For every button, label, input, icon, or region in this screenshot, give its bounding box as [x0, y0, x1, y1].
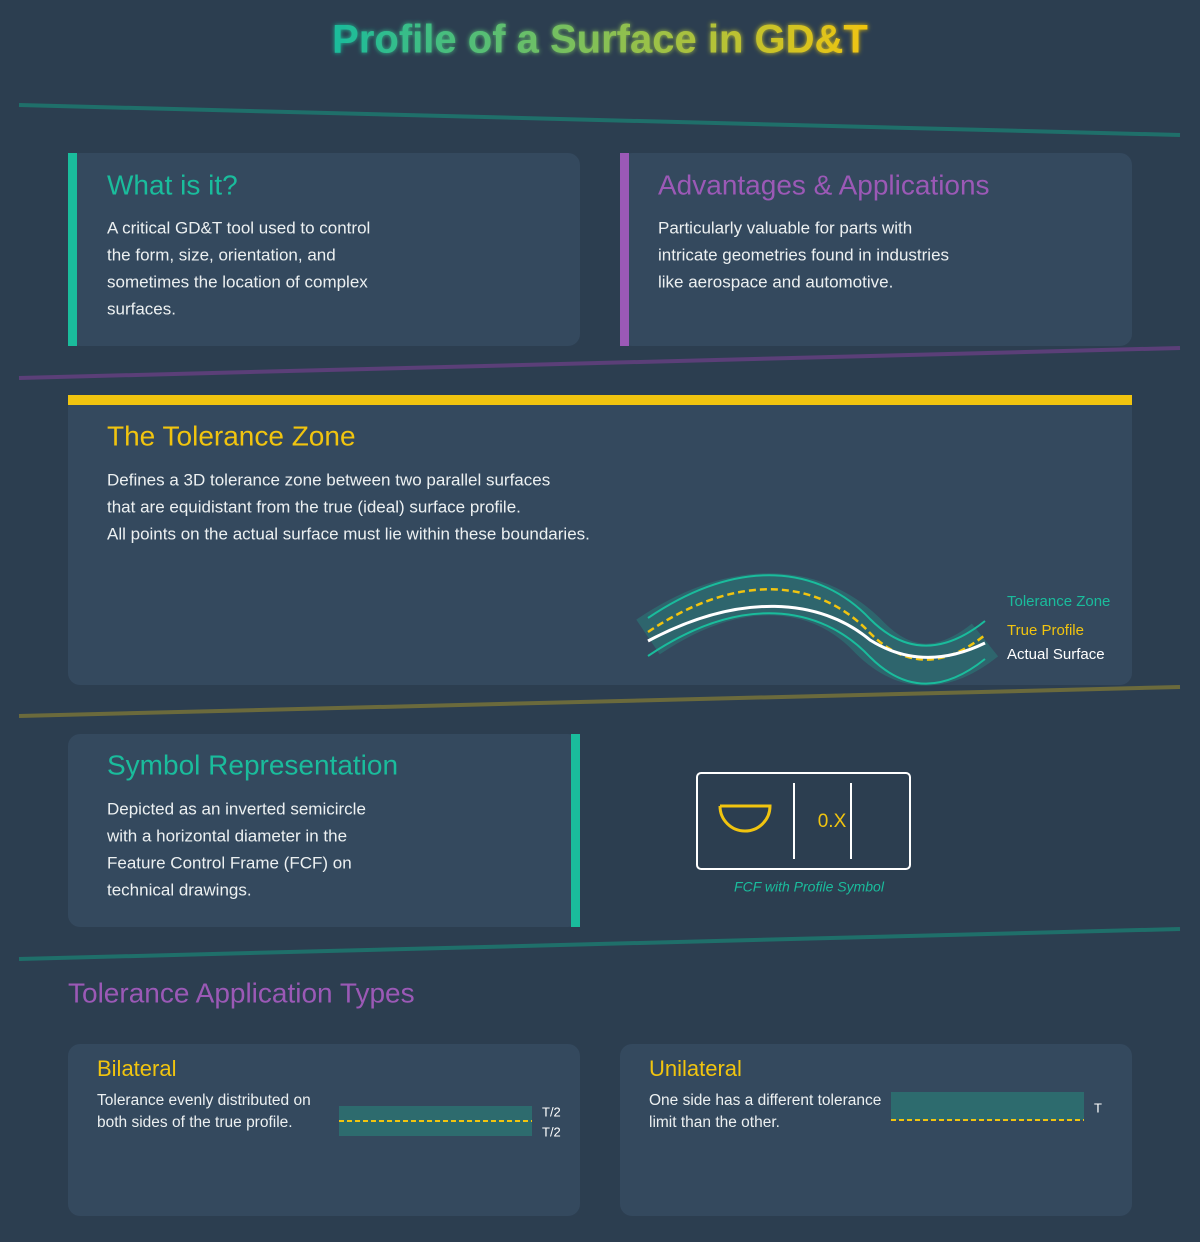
- divider: [18, 346, 1181, 380]
- card-text: intricate geometries found in industries: [658, 245, 949, 264]
- card-text: surfaces.: [107, 299, 176, 318]
- zone-label: T: [1094, 1100, 1102, 1115]
- zone-label: T/2: [542, 1104, 561, 1119]
- card-text: like aerospace and automotive.: [658, 272, 893, 291]
- card-text: Feature Control Frame (FCF) on: [107, 853, 352, 872]
- card-text: limit than the other.: [649, 1114, 780, 1131]
- card-text: Defines a 3D tolerance zone between two …: [107, 470, 550, 489]
- card-accent: [68, 153, 77, 346]
- card-text: the form, size, orientation, and: [107, 245, 336, 264]
- card: [68, 153, 580, 346]
- divider: [18, 927, 1181, 961]
- card-heading: Bilateral: [97, 1056, 176, 1081]
- zone-band: [891, 1092, 1084, 1120]
- card-accent: [68, 395, 1132, 405]
- card-text: A critical GD&T tool used to control: [107, 218, 370, 237]
- card: [620, 153, 1132, 346]
- card-heading: The Tolerance Zone: [107, 420, 356, 451]
- card: [620, 1044, 1132, 1216]
- legend-label: Actual Surface: [1007, 646, 1105, 663]
- card-heading: Advantages & Applications: [658, 169, 990, 200]
- card-accent: [620, 153, 629, 346]
- divider: [18, 103, 1181, 137]
- fcf-value: 0.X: [818, 811, 847, 832]
- zone-label: T/2: [542, 1124, 561, 1139]
- card-text: technical drawings.: [107, 880, 252, 899]
- divider: [18, 685, 1181, 718]
- tolerance-diagram: [636, 573, 999, 686]
- card: [68, 734, 580, 927]
- card-heading: Unilateral: [649, 1056, 742, 1081]
- legend-label: True Profile: [1007, 622, 1084, 639]
- card: [68, 1044, 580, 1216]
- card-text: sometimes the location of complex: [107, 272, 368, 291]
- page-title: Profile of a Surface in GD&T: [332, 18, 868, 62]
- card: [68, 395, 1132, 685]
- card-text: that are equidistant from the true (idea…: [107, 497, 521, 516]
- card-heading: What is it?: [107, 169, 238, 200]
- card-text: with a horizontal diameter in the: [106, 826, 347, 845]
- card-text: Tolerance evenly distributed on: [97, 1092, 311, 1109]
- section-heading: Tolerance Application Types: [68, 977, 415, 1008]
- card-text: All points on the actual surface must li…: [107, 524, 590, 543]
- card-heading: Symbol Representation: [107, 749, 398, 780]
- legend-label: Tolerance Zone: [1007, 593, 1110, 610]
- caption: FCF with Profile Symbol: [734, 879, 885, 895]
- card-text: Particularly valuable for parts with: [658, 218, 912, 237]
- card-accent: [571, 734, 580, 927]
- feature-control-frame: [696, 772, 911, 870]
- card-text: both sides of the true profile.: [97, 1114, 293, 1131]
- card-text: Depicted as an inverted semicircle: [107, 799, 366, 818]
- card-text: One side has a different tolerance: [649, 1092, 881, 1109]
